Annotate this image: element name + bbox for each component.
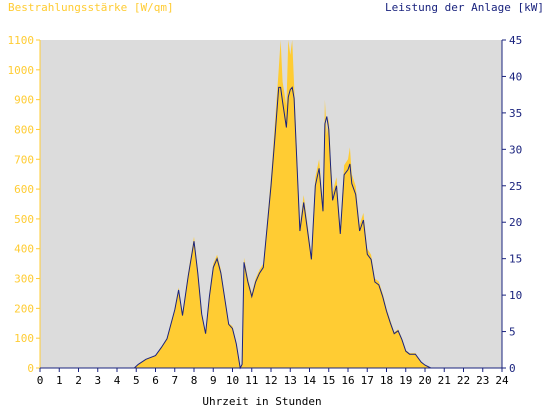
right-tick-label: 0 [509,362,516,375]
x-tick-label: 20 [418,374,431,387]
right-tick-label: 45 [509,34,522,47]
x-tick-label: 0 [37,374,44,387]
right-tick-label: 5 [509,326,516,339]
x-axis-title: Uhrzeit in Stunden [202,395,321,408]
left-tick-label: 600 [14,183,34,196]
left-axis-ticks: 0 100 200 300 400 500 600 700 800 900 1000 1100 [8,34,40,375]
x-tick-label: 23 [476,374,489,387]
left-tick-label: 1100 [8,34,35,47]
left-axis-title: Bestrahlungsstärke [W/qm] [8,1,174,14]
left-tick-label: 800 [14,123,34,136]
x-tick-label: 21 [438,374,451,387]
right-tick-label: 35 [509,107,522,120]
right-tick-label: 25 [509,180,522,193]
x-tick-label: 6 [152,374,159,387]
x-tick-label: 16 [341,374,354,387]
right-tick-label: 15 [509,253,522,266]
left-tick-label: 1000 [8,64,35,77]
x-tick-label: 4 [114,374,121,387]
right-tick-label: 40 [509,70,522,83]
x-tick-label: 18 [380,374,393,387]
x-tick-label: 19 [399,374,412,387]
right-axis-ticks: 0 5 10 15 20 25 30 35 40 45 [502,34,522,375]
power-line [40,86,502,370]
left-tick-label: 900 [14,94,34,107]
x-tick-label: 22 [457,374,470,387]
left-tick-label: 400 [14,243,34,256]
x-tick-label: 3 [94,374,101,387]
right-axis-title: Leistung der Anlage [kW] [385,1,544,14]
power-series [40,86,502,370]
x-tick-label: 9 [210,374,217,387]
x-tick-label: 7 [171,374,178,387]
right-tick-label: 30 [509,143,522,156]
left-tick-label: 300 [14,273,34,286]
irradiance-area [40,40,502,368]
left-tick-label: 500 [14,213,34,226]
x-tick-label: 24 [495,374,509,387]
x-tick-label: 5 [133,374,140,387]
left-tick-label: 700 [14,153,34,166]
x-tick-label: 13 [284,374,297,387]
x-tick-label: 10 [226,374,239,387]
left-tick-label: 200 [14,302,34,315]
irradiance-series [40,40,502,368]
left-tick-label: 100 [14,332,34,345]
x-tick-label: 2 [75,374,82,387]
right-tick-label: 10 [509,289,522,302]
right-tick-label: 20 [509,216,522,229]
x-tick-label: 17 [361,374,374,387]
x-tick-label: 12 [264,374,277,387]
x-tick-label: 15 [322,374,335,387]
x-tick-label: 8 [191,374,198,387]
x-tick-label: 1 [56,374,63,387]
x-tick-label: 14 [303,374,317,387]
left-tick-label: 0 [27,362,34,375]
x-tick-label: 11 [245,374,258,387]
x-axis-ticks: 0 1 2 3 4 5 6 7 8 9 10 11 12 13 14 15 16 17 18 19 20 21 22 23 24 [37,368,509,387]
